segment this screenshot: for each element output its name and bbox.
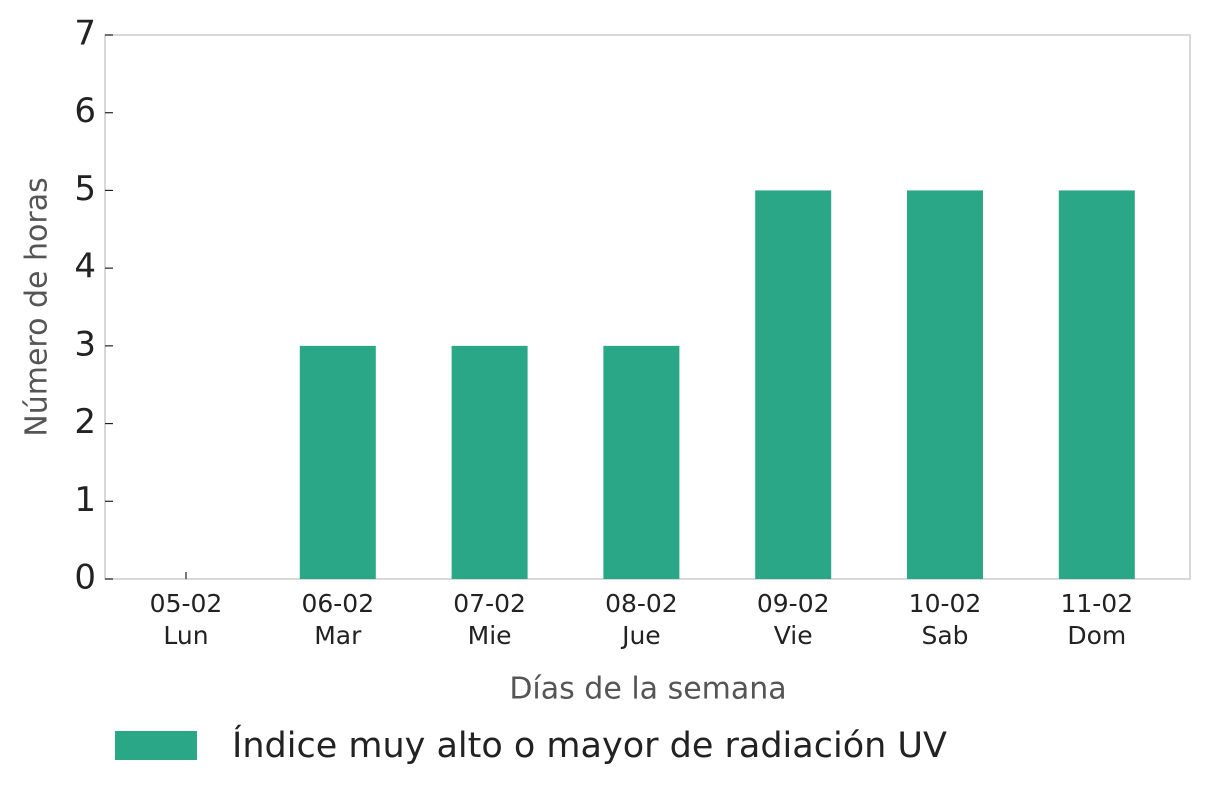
y-tick-label: 2 xyxy=(74,402,96,442)
bar xyxy=(1058,190,1135,579)
x-tick-label: 08-02 Jue xyxy=(605,589,678,650)
x-tick-label: 07-02 Mie xyxy=(453,589,526,650)
bar xyxy=(299,345,376,579)
x-tick-label: 11-02 Dom xyxy=(1060,589,1134,650)
x-tick-label: 09-02 Vie xyxy=(756,589,830,650)
legend-swatch xyxy=(115,731,197,760)
bar xyxy=(907,190,983,579)
legend-label: Índice muy alto o mayor de radiación UV xyxy=(232,724,947,766)
x-tick-label: 06-02 Mar xyxy=(301,589,375,650)
x-tick-label: 05-02 Lun xyxy=(149,589,223,650)
y-tick-label: 6 xyxy=(74,91,96,131)
bar xyxy=(755,190,832,579)
x-tick-label: 10-02 Sab xyxy=(908,589,982,650)
y-tick-label: 0 xyxy=(74,558,96,598)
bar xyxy=(603,345,680,579)
bar xyxy=(451,345,528,579)
y-tick-label: 4 xyxy=(74,247,96,287)
x-axis-title: Días de la semana xyxy=(509,672,786,707)
y-tick-label: 7 xyxy=(74,14,96,54)
y-axis-title: Número de horas xyxy=(20,177,55,436)
y-tick-label: 5 xyxy=(74,169,96,209)
y-tick-label: 3 xyxy=(74,324,96,364)
y-tick-label: 1 xyxy=(74,480,96,520)
